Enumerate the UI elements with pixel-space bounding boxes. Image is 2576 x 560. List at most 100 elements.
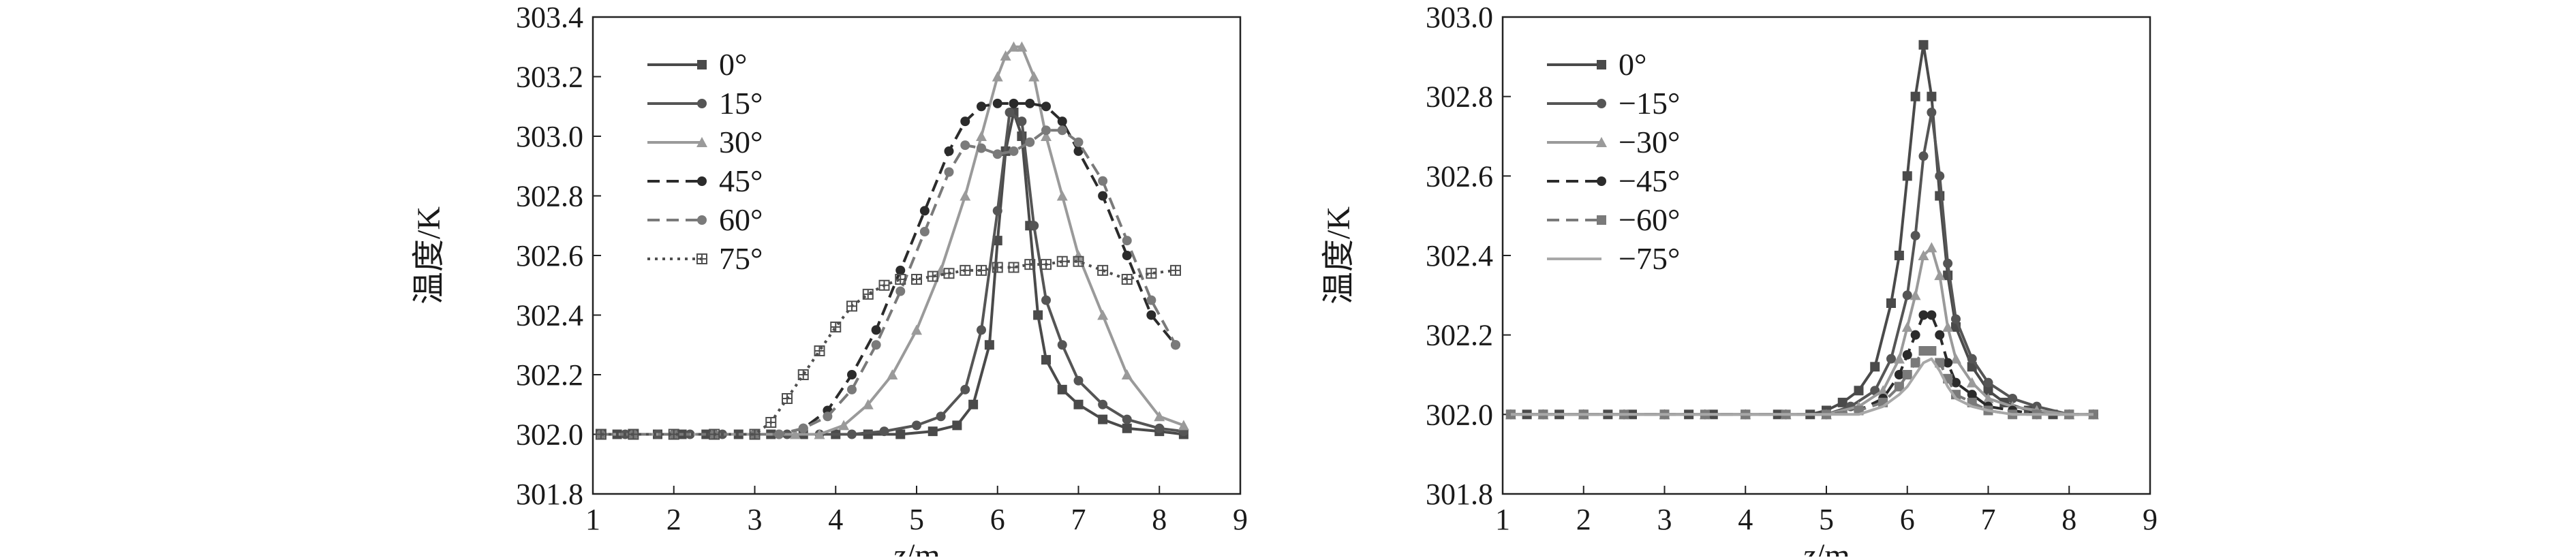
data-point: [847, 429, 857, 439]
data-point: [1894, 370, 1904, 379]
data-point: [1893, 353, 1905, 364]
data-point: [992, 71, 1003, 82]
legend-marker: [696, 253, 707, 264]
data-point: [1073, 255, 1084, 267]
data-point: [911, 274, 922, 285]
data-point: [1098, 414, 1108, 424]
data-point: [1943, 258, 1953, 268]
y-tick-label: 302.8: [516, 180, 583, 213]
data-point: [2008, 394, 2018, 403]
data-point: [1057, 340, 1067, 350]
data-point: [976, 264, 987, 276]
legend-entry: −75°: [1547, 241, 1680, 276]
x-tick-label: 6: [1900, 503, 1915, 536]
data-point: [1041, 355, 1051, 365]
x-tick-label: 7: [1981, 503, 1996, 536]
data-point: [1170, 264, 1181, 276]
data-point: [1178, 420, 1189, 431]
legend-marker: [696, 137, 707, 147]
data-point: [1918, 151, 1929, 161]
data-point: [1009, 98, 1019, 108]
data-point: [1967, 390, 1977, 400]
y-tick-label: 302.0: [1426, 398, 1493, 431]
data-point: [968, 399, 979, 409]
data-point: [1902, 171, 1912, 181]
legend-entry: 30°: [647, 125, 763, 159]
legend-marker: [697, 99, 707, 108]
data-point: [1894, 382, 1904, 392]
x-tick-label: 9: [1233, 503, 1248, 536]
data-point: [1870, 362, 1880, 372]
y-tick-label: 302.6: [516, 239, 583, 273]
data-point: [1154, 411, 1165, 422]
y-tick-label: 303.0: [516, 120, 583, 153]
series-2: [595, 41, 1189, 439]
y-axis-title: 温度/K: [411, 206, 447, 305]
data-point: [1983, 377, 1993, 388]
legend-entry: 15°: [647, 86, 763, 121]
data-point: [944, 167, 954, 177]
data-point: [1902, 290, 1912, 300]
data-point: [871, 325, 881, 335]
data-point: [887, 369, 898, 379]
data-point: [1902, 349, 1912, 360]
data-point: [1950, 353, 1961, 364]
data-point: [1877, 385, 1889, 396]
data-point: [1025, 98, 1035, 108]
data-point: [1983, 386, 1993, 396]
data-point: [911, 324, 922, 335]
chart-panel-2: 1 2 3 4 5 6 7 8 9 301.8 302.0 302.2 302.4 302.6 302.8 3…: [1321, 1, 2158, 560]
y-tick-label: 302.4: [1426, 239, 1493, 273]
data-point: [1098, 399, 1108, 409]
series-line: [600, 111, 1184, 436]
data-point: [1927, 108, 1937, 117]
data-point: [1927, 91, 1937, 102]
data-point: [709, 429, 720, 440]
data-point: [992, 262, 1003, 273]
data-point: [1935, 330, 1945, 340]
legend-marker: [697, 176, 707, 186]
series-1: [1505, 108, 2098, 420]
data-point: [1016, 41, 1028, 52]
data-point: [846, 300, 857, 312]
legend-label: −45°: [1619, 164, 1680, 198]
series-0: [596, 108, 1189, 439]
y-tick-label: 303.2: [516, 61, 583, 94]
data-point: [1951, 314, 1961, 324]
data-point: [1097, 264, 1109, 276]
x-tick-label: 5: [909, 503, 924, 536]
x-tick-label: 2: [1576, 503, 1591, 536]
data-point: [960, 116, 970, 127]
data-point: [774, 429, 784, 439]
data-point: [814, 345, 825, 356]
data-point: [1854, 386, 1864, 396]
data-point: [1098, 191, 1108, 201]
data-point: [1926, 242, 1937, 253]
legend-label: −30°: [1619, 125, 1680, 159]
data-point: [871, 340, 881, 350]
data-point: [895, 286, 906, 296]
data-point: [1910, 91, 1920, 102]
data-point: [1122, 414, 1132, 424]
data-point: [1918, 346, 1929, 356]
legend-marker: [1597, 99, 1606, 108]
data-point: [1171, 340, 1180, 350]
legend-marker: [1597, 176, 1606, 186]
x-tick-label: 3: [1657, 503, 1672, 536]
x-tick-label: 1: [585, 503, 600, 536]
data-point: [749, 429, 761, 440]
y-tick-label: 302.2: [516, 358, 583, 392]
data-point: [765, 417, 777, 428]
data-point: [1028, 71, 1040, 82]
data-point: [1098, 176, 1108, 186]
data-point: [862, 399, 874, 409]
series-line: [1510, 111, 2094, 416]
legend-entry: −60°: [1547, 202, 1680, 237]
data-point: [1008, 262, 1019, 273]
legend-marker: [1596, 137, 1607, 147]
x-tick-label: 2: [666, 503, 681, 536]
y-tick-label: 302.2: [1426, 319, 1493, 352]
data-point: [595, 429, 607, 440]
x-tick-label: 1: [1495, 503, 1510, 536]
data-point: [1005, 108, 1015, 117]
